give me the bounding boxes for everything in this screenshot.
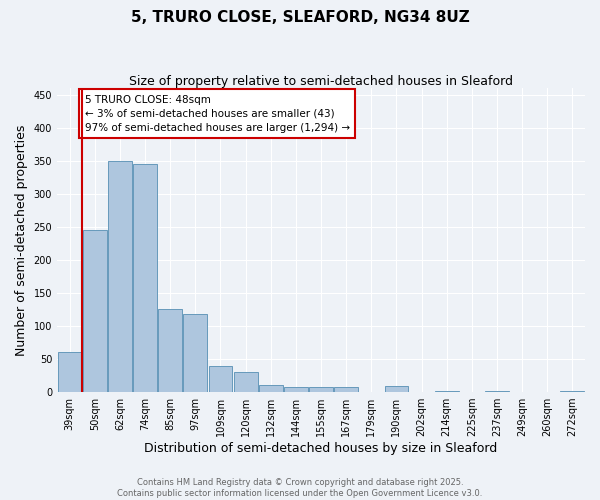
- Bar: [83, 230, 107, 392]
- Bar: [133, 164, 157, 392]
- Y-axis label: Number of semi-detached properties: Number of semi-detached properties: [15, 124, 28, 356]
- Text: 5, TRURO CLOSE, SLEAFORD, NG34 8UZ: 5, TRURO CLOSE, SLEAFORD, NG34 8UZ: [131, 10, 469, 25]
- X-axis label: Distribution of semi-detached houses by size in Sleaford: Distribution of semi-detached houses by …: [145, 442, 497, 455]
- Bar: [334, 387, 358, 392]
- Bar: [58, 352, 82, 392]
- Bar: [158, 310, 182, 392]
- Bar: [309, 387, 333, 392]
- Bar: [233, 372, 257, 392]
- Bar: [184, 314, 207, 392]
- Title: Size of property relative to semi-detached houses in Sleaford: Size of property relative to semi-detach…: [129, 75, 513, 88]
- Bar: [209, 366, 232, 392]
- Bar: [108, 160, 132, 392]
- Bar: [435, 391, 458, 392]
- Bar: [259, 386, 283, 392]
- Bar: [284, 388, 308, 392]
- Text: 5 TRURO CLOSE: 48sqm
← 3% of semi-detached houses are smaller (43)
97% of semi-d: 5 TRURO CLOSE: 48sqm ← 3% of semi-detach…: [85, 94, 350, 132]
- Text: Contains HM Land Registry data © Crown copyright and database right 2025.
Contai: Contains HM Land Registry data © Crown c…: [118, 478, 482, 498]
- Bar: [560, 391, 584, 392]
- Bar: [385, 386, 409, 392]
